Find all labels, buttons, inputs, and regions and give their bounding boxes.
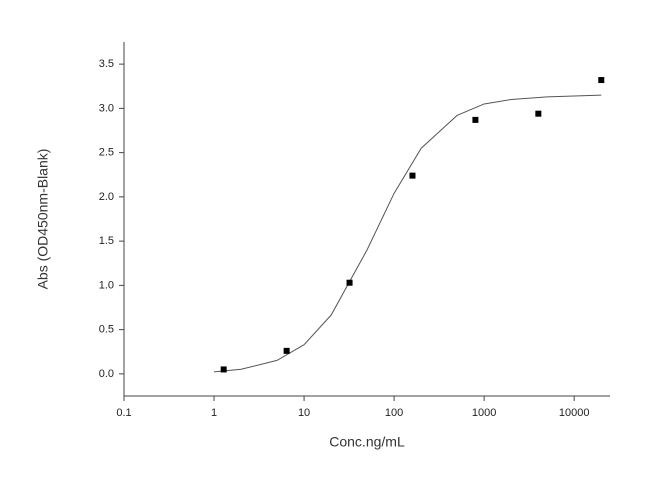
y-tick-label: 2.0 xyxy=(99,191,114,203)
y-axis-title: Abs (OD450nm-Blank) xyxy=(35,149,51,290)
point xyxy=(220,366,227,373)
point xyxy=(598,77,605,84)
x-tick-label: 1 xyxy=(211,407,217,419)
y-tick-label: 3.5 xyxy=(99,58,114,70)
point xyxy=(283,347,290,354)
y-tick-label: 1.5 xyxy=(99,235,114,247)
x-tick-label: 100 xyxy=(385,407,403,419)
y-tick-label: 3.0 xyxy=(99,102,114,114)
x-axis-title: Conc.ng/mL xyxy=(329,434,405,450)
x-tick-label: 1000 xyxy=(472,407,496,419)
point xyxy=(346,279,353,286)
y-tick-label: 2.5 xyxy=(99,147,114,159)
fit-curve xyxy=(213,94,602,373)
y-tick-label: 0.5 xyxy=(99,324,114,336)
y-tick-label: 1.0 xyxy=(99,279,114,291)
y-tick-label: 0.0 xyxy=(99,368,114,380)
x-tick-label: 0.1 xyxy=(116,407,131,419)
point xyxy=(409,172,416,179)
x-tick-label: 10 xyxy=(298,407,310,419)
point xyxy=(472,116,479,123)
point xyxy=(535,110,542,117)
x-tick-label: 10000 xyxy=(559,407,590,419)
